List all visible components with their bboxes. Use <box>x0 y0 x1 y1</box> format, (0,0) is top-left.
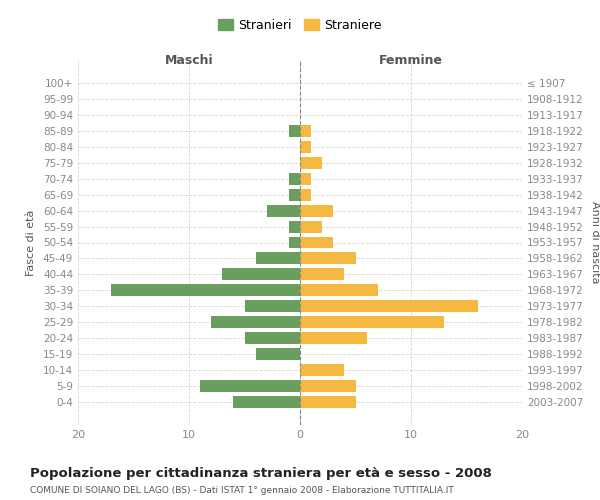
Y-axis label: Anni di nascita: Anni di nascita <box>590 201 600 284</box>
Bar <box>300 300 478 312</box>
Bar <box>300 252 355 264</box>
Bar <box>245 300 300 312</box>
Bar <box>256 348 300 360</box>
Bar <box>289 124 300 136</box>
Bar <box>266 204 300 216</box>
Bar <box>300 188 311 200</box>
Bar <box>200 380 300 392</box>
Bar <box>211 316 300 328</box>
Bar <box>300 156 322 168</box>
Text: Femmine: Femmine <box>379 54 443 66</box>
Bar <box>300 284 378 296</box>
Bar <box>289 220 300 232</box>
Bar <box>222 268 300 280</box>
Bar <box>300 380 355 392</box>
Bar <box>289 188 300 200</box>
Y-axis label: Fasce di età: Fasce di età <box>26 210 36 276</box>
Text: Popolazione per cittadinanza straniera per età e sesso - 2008: Popolazione per cittadinanza straniera p… <box>30 468 492 480</box>
Legend: Stranieri, Straniere: Stranieri, Straniere <box>218 19 382 32</box>
Bar <box>111 284 300 296</box>
Bar <box>300 268 344 280</box>
Bar <box>300 316 444 328</box>
Bar <box>300 172 311 184</box>
Bar <box>300 396 355 408</box>
Bar <box>245 332 300 344</box>
Bar <box>289 236 300 248</box>
Bar <box>300 204 334 216</box>
Bar <box>289 172 300 184</box>
Bar <box>300 220 322 232</box>
Bar <box>256 252 300 264</box>
Bar <box>300 364 344 376</box>
Bar <box>233 396 300 408</box>
Bar <box>300 332 367 344</box>
Bar <box>300 140 311 152</box>
Bar <box>300 124 311 136</box>
Bar <box>300 236 334 248</box>
Text: COMUNE DI SOIANO DEL LAGO (BS) - Dati ISTAT 1° gennaio 2008 - Elaborazione TUTTI: COMUNE DI SOIANO DEL LAGO (BS) - Dati IS… <box>30 486 454 495</box>
Text: Maschi: Maschi <box>164 54 214 66</box>
